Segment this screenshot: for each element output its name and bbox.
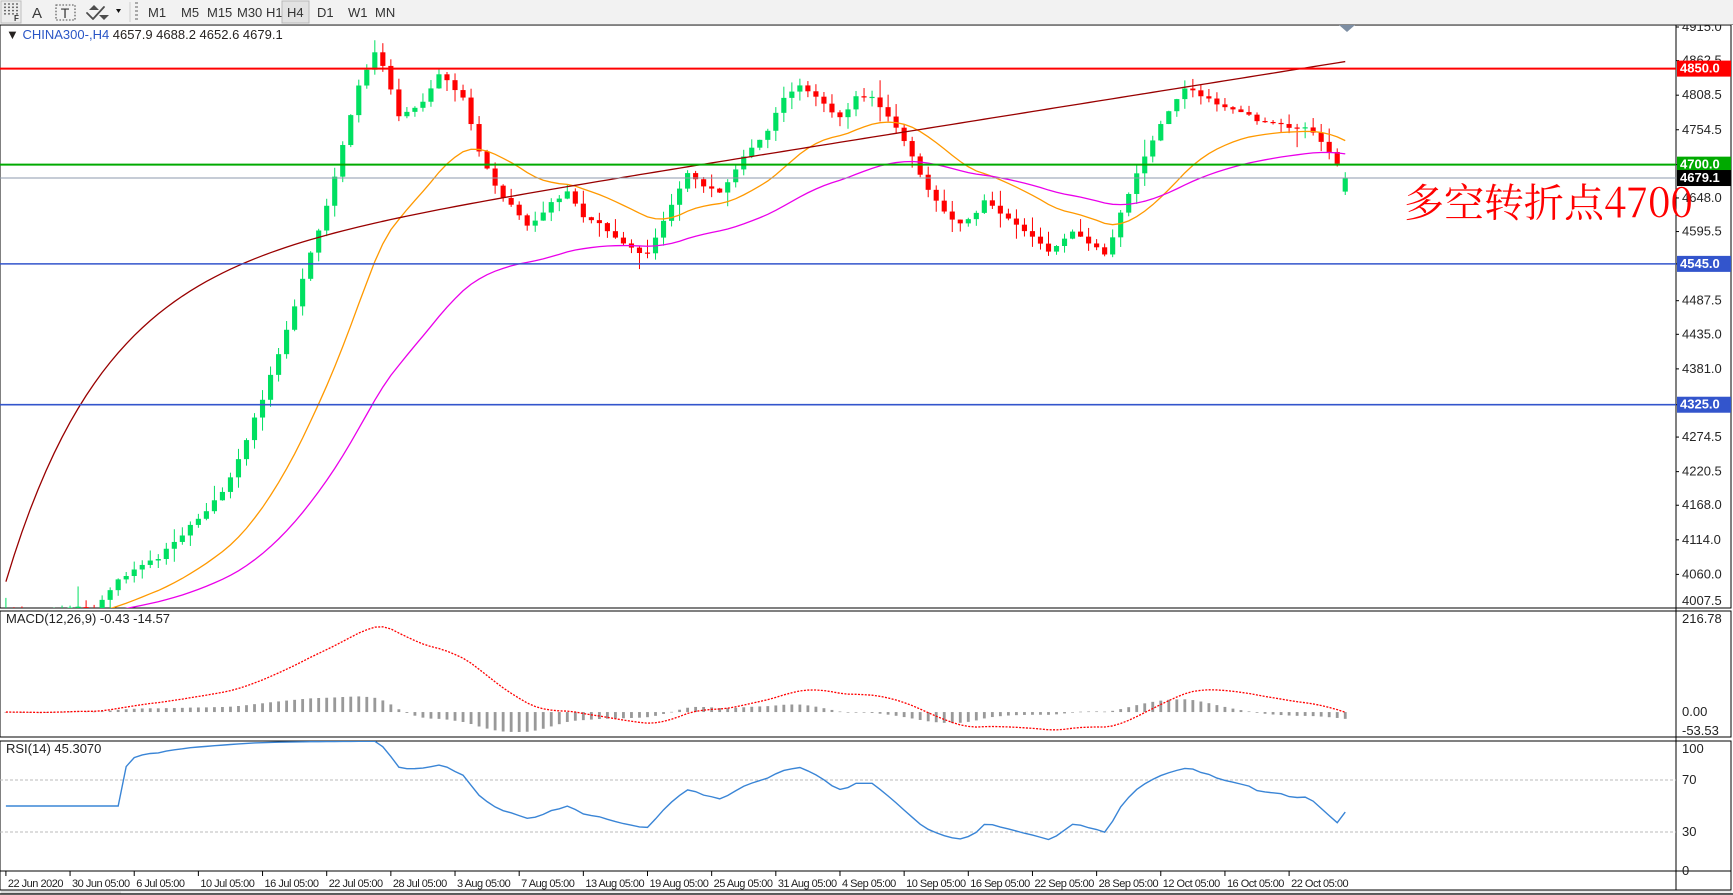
svg-text:4487.5: 4487.5 xyxy=(1682,293,1722,308)
svg-text:0.00: 0.00 xyxy=(1682,704,1707,719)
svg-text:16 Oct 05:00: 16 Oct 05:00 xyxy=(1227,878,1284,890)
svg-text:H4: H4 xyxy=(287,5,304,20)
svg-text:216.78: 216.78 xyxy=(1682,611,1722,626)
svg-text:H1: H1 xyxy=(266,5,283,20)
svg-text:4325.0: 4325.0 xyxy=(1680,397,1720,412)
svg-text:A: A xyxy=(32,5,42,22)
svg-text:4060.0: 4060.0 xyxy=(1682,566,1722,581)
svg-text:25 Aug 05:00: 25 Aug 05:00 xyxy=(714,878,773,890)
svg-text:4220.5: 4220.5 xyxy=(1682,464,1722,479)
svg-text:16 Sep 05:00: 16 Sep 05:00 xyxy=(970,878,1030,890)
svg-text:4915.0: 4915.0 xyxy=(1682,25,1722,34)
svg-text:RSI(14) 45.3070: RSI(14) 45.3070 xyxy=(6,741,101,756)
svg-text:-53.53: -53.53 xyxy=(1682,723,1719,738)
svg-text:4381.0: 4381.0 xyxy=(1682,361,1722,376)
svg-text:0: 0 xyxy=(1682,863,1689,878)
svg-text:13 Aug 05:00: 13 Aug 05:00 xyxy=(585,878,644,890)
svg-text:7 Aug 05:00: 7 Aug 05:00 xyxy=(521,878,575,890)
svg-text:▼ CHINA300-,H4 4657.9 4688.2: ▼ CHINA300-,H4 4657.9 4688.2 4652.6 4679… xyxy=(6,27,283,42)
svg-text:28 Sep 05:00: 28 Sep 05:00 xyxy=(1099,878,1159,890)
svg-text:4435.0: 4435.0 xyxy=(1682,326,1722,341)
svg-text:16 Jul 05:00: 16 Jul 05:00 xyxy=(265,878,319,890)
svg-text:4114.0: 4114.0 xyxy=(1682,532,1721,547)
svg-text:12 Oct 05:00: 12 Oct 05:00 xyxy=(1163,878,1220,890)
svg-text:T: T xyxy=(61,5,70,21)
svg-text:4545.0: 4545.0 xyxy=(1680,256,1720,271)
svg-text:28 Jul 05:00: 28 Jul 05:00 xyxy=(393,878,447,890)
svg-text:M5: M5 xyxy=(181,5,199,20)
svg-text:22 Jul 05:00: 22 Jul 05:00 xyxy=(329,878,383,890)
svg-text:3 Aug 05:00: 3 Aug 05:00 xyxy=(457,878,511,890)
svg-text:31 Aug 05:00: 31 Aug 05:00 xyxy=(778,878,837,890)
svg-text:M15: M15 xyxy=(207,5,232,20)
svg-text:10 Sep 05:00: 10 Sep 05:00 xyxy=(906,878,966,890)
svg-text:30: 30 xyxy=(1682,824,1696,839)
svg-text:M1: M1 xyxy=(148,5,166,20)
svg-text:多空转折点4700: 多空转折点4700 xyxy=(1404,172,1693,229)
svg-text:22 Oct 05:00: 22 Oct 05:00 xyxy=(1291,878,1348,890)
svg-text:22 Jun 2020: 22 Jun 2020 xyxy=(8,878,63,890)
svg-text:10 Jul 05:00: 10 Jul 05:00 xyxy=(200,878,254,890)
svg-text:30 Jun 05:00: 30 Jun 05:00 xyxy=(72,878,130,890)
svg-text:4850.0: 4850.0 xyxy=(1680,61,1720,76)
svg-text:4168.0: 4168.0 xyxy=(1682,497,1722,512)
svg-text:19 Aug 05:00: 19 Aug 05:00 xyxy=(650,878,709,890)
svg-text:4808.5: 4808.5 xyxy=(1682,87,1722,102)
svg-text:4007.5: 4007.5 xyxy=(1682,593,1722,608)
svg-text:MN: MN xyxy=(375,5,395,20)
svg-text:F: F xyxy=(14,14,19,23)
svg-text:70: 70 xyxy=(1682,772,1696,787)
svg-text:4 Sep 05:00: 4 Sep 05:00 xyxy=(842,878,896,890)
svg-text:22 Sep 05:00: 22 Sep 05:00 xyxy=(1034,878,1094,890)
svg-text:100: 100 xyxy=(1682,741,1704,756)
svg-text:4754.5: 4754.5 xyxy=(1682,122,1722,137)
svg-text:D1: D1 xyxy=(317,5,334,20)
svg-text:4274.5: 4274.5 xyxy=(1682,429,1722,444)
svg-text:M30: M30 xyxy=(237,5,262,20)
svg-text:6 Jul 05:00: 6 Jul 05:00 xyxy=(136,878,185,890)
svg-text:MACD(12,26,9) -0.43 -14.57: MACD(12,26,9) -0.43 -14.57 xyxy=(6,611,170,626)
svg-text:W1: W1 xyxy=(348,5,368,20)
